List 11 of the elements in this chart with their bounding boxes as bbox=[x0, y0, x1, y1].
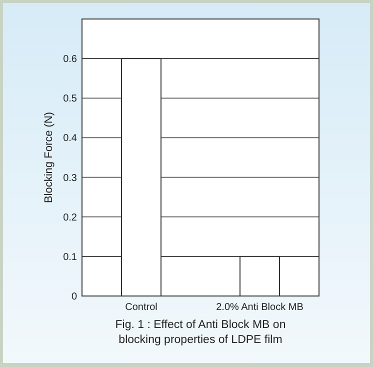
y-tick-label: 0.3 bbox=[63, 172, 78, 184]
y-tick-label: 0.5 bbox=[63, 94, 78, 105]
y-axis-title: Blocking Force (N) bbox=[43, 112, 55, 204]
y-tick-label: 0.2 bbox=[63, 212, 78, 224]
y-tick-label: 0.4 bbox=[63, 133, 78, 144]
caption: Fig. 1 : Effect of Anti Block MB on blocking properties of LDPE film bbox=[115, 319, 286, 346]
y-tick-label: 0.6 bbox=[63, 54, 78, 66]
x-tick-label: 2.0% Anti Block MB bbox=[216, 302, 304, 313]
y-tick-label: 0 bbox=[71, 292, 78, 302]
x-tick-label: Control bbox=[125, 302, 158, 313]
y-tick-label: 0.1 bbox=[63, 252, 78, 263]
